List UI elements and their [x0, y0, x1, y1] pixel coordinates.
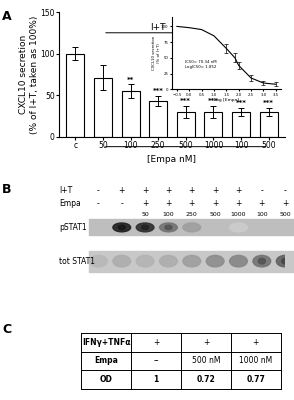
Text: 1000: 1000 — [231, 212, 246, 217]
Text: +: + — [189, 199, 195, 208]
Text: -: - — [120, 199, 123, 208]
Text: +: + — [153, 338, 159, 347]
Text: --: -- — [153, 356, 159, 366]
Ellipse shape — [230, 223, 247, 232]
Text: 0.72: 0.72 — [197, 375, 215, 384]
Text: 500 nM: 500 nM — [192, 356, 220, 366]
Bar — [149, 101, 167, 137]
Bar — [260, 112, 278, 137]
Text: 50: 50 — [141, 212, 149, 217]
Text: 0.77: 0.77 — [246, 375, 265, 384]
Ellipse shape — [160, 255, 177, 267]
Bar — [66, 54, 84, 137]
Text: B: B — [2, 183, 12, 196]
Ellipse shape — [113, 223, 131, 232]
Text: pSTAT1: pSTAT1 — [59, 223, 86, 232]
Text: -: - — [260, 186, 263, 195]
Bar — [177, 112, 195, 137]
Text: 250: 250 — [186, 212, 198, 217]
Text: ***: *** — [208, 98, 219, 104]
Text: ***: *** — [153, 88, 164, 94]
Y-axis label: CXCL10 secretion
(% of I+T, taken as 100%): CXCL10 secretion (% of I+T, taken as 100… — [19, 15, 39, 134]
Ellipse shape — [136, 255, 154, 267]
Bar — [232, 112, 250, 137]
Ellipse shape — [230, 255, 247, 267]
Ellipse shape — [90, 255, 107, 267]
Text: Empa: Empa — [94, 356, 118, 366]
Ellipse shape — [276, 255, 294, 267]
Ellipse shape — [183, 255, 201, 267]
Text: IFNγ+TNFα: IFNγ+TNFα — [82, 338, 131, 347]
Text: +: + — [259, 199, 265, 208]
Text: Empa: Empa — [59, 199, 81, 208]
Bar — [89, 219, 294, 236]
Bar — [204, 112, 222, 137]
Text: C: C — [2, 324, 11, 336]
Text: **: ** — [127, 77, 134, 83]
Text: A: A — [2, 10, 12, 22]
Ellipse shape — [258, 258, 265, 264]
Text: +: + — [212, 199, 218, 208]
Text: 100: 100 — [163, 212, 174, 217]
Text: +: + — [118, 186, 125, 195]
Text: +: + — [142, 186, 148, 195]
Text: 500: 500 — [279, 212, 291, 217]
Bar — [94, 78, 112, 137]
Ellipse shape — [206, 255, 224, 267]
Text: 1: 1 — [153, 375, 159, 384]
Text: +: + — [235, 199, 242, 208]
Ellipse shape — [160, 223, 177, 232]
X-axis label: [Empa nM]: [Empa nM] — [148, 156, 196, 164]
Text: 1000 nM: 1000 nM — [239, 356, 272, 366]
Text: ***: *** — [263, 100, 274, 106]
Text: 100: 100 — [256, 212, 268, 217]
Text: tot STAT1: tot STAT1 — [59, 257, 95, 266]
Text: ***: *** — [235, 100, 246, 106]
Bar — [89, 251, 294, 272]
Ellipse shape — [282, 258, 289, 264]
Text: -: - — [97, 186, 100, 195]
Text: 500: 500 — [209, 212, 221, 217]
Ellipse shape — [113, 255, 131, 267]
Text: +: + — [235, 186, 242, 195]
Text: I+T: I+T — [59, 186, 72, 195]
Text: +: + — [253, 338, 259, 347]
Ellipse shape — [165, 225, 172, 230]
Text: +: + — [142, 199, 148, 208]
Ellipse shape — [253, 255, 271, 267]
Text: +: + — [165, 199, 172, 208]
Text: -: - — [97, 199, 100, 208]
Text: +: + — [189, 186, 195, 195]
Ellipse shape — [183, 223, 201, 232]
Text: +: + — [165, 186, 172, 195]
Ellipse shape — [141, 225, 149, 230]
Text: ***: *** — [180, 98, 191, 104]
Text: OD: OD — [100, 375, 113, 384]
Text: +: + — [212, 186, 218, 195]
Text: I+T: I+T — [151, 22, 166, 32]
Ellipse shape — [136, 223, 154, 232]
Text: -: - — [284, 186, 287, 195]
Bar — [122, 91, 140, 137]
Text: +: + — [282, 199, 288, 208]
Ellipse shape — [118, 225, 125, 230]
Text: +: + — [203, 338, 209, 347]
Ellipse shape — [206, 223, 224, 232]
